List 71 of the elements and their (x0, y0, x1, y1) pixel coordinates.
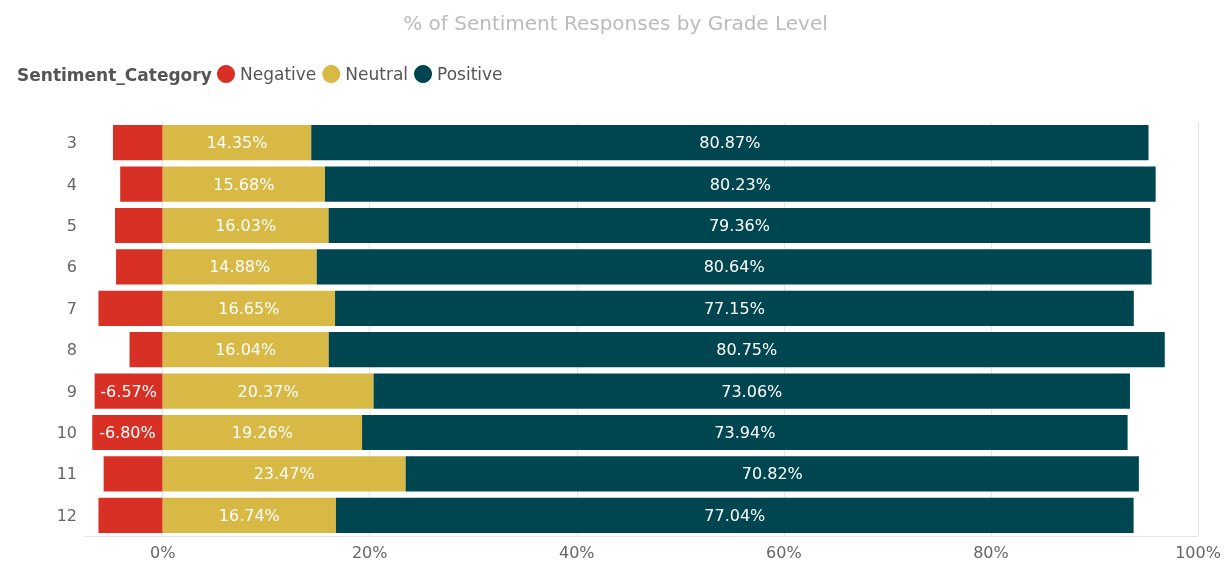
legend-title: Sentiment_Category (17, 64, 212, 85)
y-tick-label: 8 (66, 340, 77, 360)
data-label: 73.06% (721, 381, 783, 401)
bar (120, 166, 163, 202)
x-tick-label: 0% (149, 542, 176, 562)
x-tick-label: 100% (1175, 542, 1221, 562)
y-tick-label: 10 (56, 423, 77, 442)
bar (162, 497, 336, 533)
bar (103, 456, 163, 492)
x-tick-label: 20% (351, 542, 388, 562)
bar (316, 249, 1152, 285)
y-tick-label: 5 (66, 216, 77, 235)
data-label: 77.04% (704, 505, 766, 525)
bar (311, 125, 1149, 161)
x-tick-label: 60% (766, 542, 802, 562)
data-label: 16.65% (218, 298, 280, 318)
data-label: 77.15% (703, 298, 765, 318)
data-label: 16.74% (218, 505, 280, 525)
legend-label: Positive (437, 64, 503, 84)
bar (324, 166, 1156, 202)
bar (98, 290, 163, 326)
data-label: 16.03% (215, 216, 277, 235)
bar (162, 290, 336, 326)
bar (162, 125, 312, 161)
bar (328, 332, 1165, 368)
bar (162, 166, 325, 202)
chart-title: % of Sentiment Responses by Grade Level (403, 11, 828, 35)
data-label: 79.36% (708, 216, 770, 235)
y-tick-label: 4 (66, 174, 77, 194)
bar (335, 290, 1134, 326)
bar (112, 125, 163, 161)
legend-label: Negative (240, 64, 317, 84)
y-tick-label: 3 (66, 133, 77, 153)
data-label: 80.23% (709, 174, 771, 194)
data-label: 23.47% (253, 464, 315, 484)
bar (162, 456, 406, 492)
bar (362, 414, 1128, 451)
bar (162, 414, 363, 451)
bar (162, 249, 317, 285)
bar (162, 207, 329, 244)
bar (328, 207, 1151, 244)
data-label: 15.68% (213, 174, 275, 194)
bar (116, 249, 163, 285)
data-label: 19.26% (231, 423, 293, 442)
data-label: -6.57% (100, 381, 157, 401)
y-tick-label: 6 (66, 257, 77, 277)
data-label: 16.04% (215, 340, 277, 360)
legend-label: Neutral (345, 64, 409, 84)
data-label: 80.87% (699, 133, 761, 153)
bar (335, 497, 1134, 533)
bar (115, 207, 163, 244)
bar (162, 332, 329, 368)
x-tick-label: 80% (973, 542, 1009, 562)
bar (98, 497, 163, 533)
data-label: 14.88% (209, 257, 271, 277)
y-tick-label: 9 (66, 381, 77, 401)
y-tick-label: 12 (56, 505, 77, 525)
data-label: 80.64% (703, 257, 765, 277)
data-label: 20.37% (237, 381, 299, 401)
y-tick-label: 11 (56, 464, 77, 484)
bar (405, 456, 1139, 492)
bar (129, 332, 163, 368)
data-label: 14.35% (206, 133, 268, 153)
data-label: 80.75% (716, 340, 778, 360)
x-tick-label: 40% (559, 542, 595, 562)
data-label: -6.80% (99, 423, 156, 442)
data-label: 70.82% (741, 464, 803, 484)
y-tick-label: 7 (66, 298, 77, 318)
data-label: 73.94% (714, 423, 776, 442)
bar (162, 373, 374, 409)
bar (373, 373, 1130, 409)
